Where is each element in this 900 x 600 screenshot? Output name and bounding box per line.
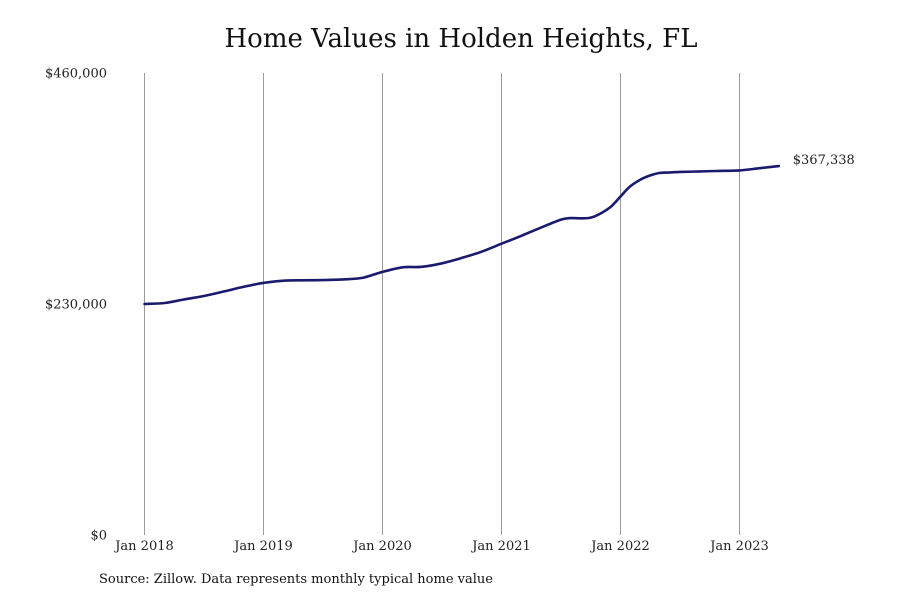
x-tick-label: Jan 2021 <box>470 539 531 554</box>
end-value-label: $367,338 <box>793 153 855 168</box>
y-tick-label: $0 <box>90 529 107 544</box>
x-tick-label: Jan 2023 <box>708 539 769 554</box>
y-tick-label: $230,000 <box>45 298 107 313</box>
x-tick-label: Jan 2018 <box>113 539 174 554</box>
x-tick-label: Jan 2020 <box>351 539 412 554</box>
x-tick-label: Jan 2022 <box>589 539 650 554</box>
home-value-line <box>143 164 781 306</box>
x-tick-label: Jan 2019 <box>232 539 293 554</box>
source-note: Source: Zillow. Data represents monthly … <box>99 572 493 587</box>
chart-title: Home Values in Holden Heights, FL <box>224 24 698 54</box>
y-tick-label: $460,000 <box>45 67 107 82</box>
